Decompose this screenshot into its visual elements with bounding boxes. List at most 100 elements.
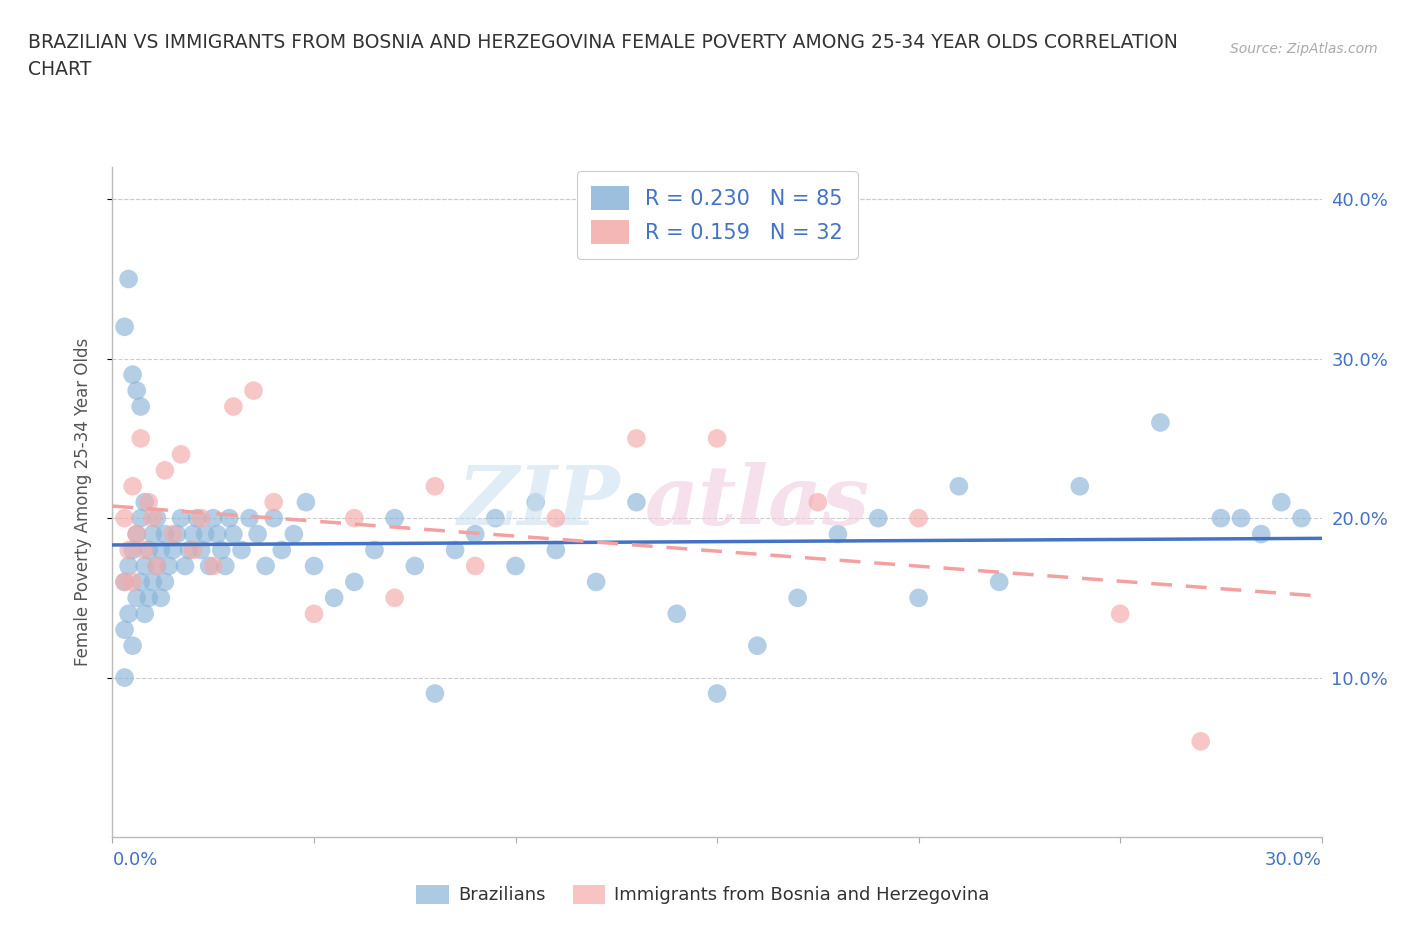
Point [363,542,385,557]
Point [121,542,143,557]
Point [827,526,849,541]
Point [209,542,232,557]
Point [121,575,143,590]
Point [134,559,156,574]
Point [142,575,165,590]
Point [1189,734,1212,749]
Text: CHART: CHART [28,60,91,79]
Point [129,575,152,590]
Point [114,671,136,685]
Point [138,495,160,510]
Point [121,638,143,653]
Point [706,431,728,445]
Point [242,383,264,398]
Point [121,367,143,382]
Y-axis label: Female Poverty Among 25-34 Year Olds: Female Poverty Among 25-34 Year Olds [73,339,91,666]
Legend: Brazilians, Immigrants from Bosnia and Herzegovina: Brazilians, Immigrants from Bosnia and H… [409,878,997,911]
Point [1250,526,1272,541]
Point [323,591,346,605]
Point [190,542,212,557]
Point [134,495,156,510]
Point [343,575,366,590]
Point [238,511,260,525]
Point [423,479,446,494]
Point [246,526,269,541]
Point [1069,479,1091,494]
Point [138,542,160,557]
Point [153,526,176,541]
Point [231,542,253,557]
Text: atlas: atlas [644,462,870,542]
Point [384,591,406,605]
Point [1109,606,1132,621]
Point [134,542,156,557]
Point [125,383,148,398]
Point [988,575,1011,590]
Point [1291,511,1313,525]
Point [343,511,366,525]
Point [114,622,136,637]
Text: 0.0%: 0.0% [112,851,157,869]
Point [170,447,193,462]
Point [505,559,527,574]
Point [114,575,136,590]
Legend: R = 0.230   N = 85, R = 0.159   N = 32: R = 0.230 N = 85, R = 0.159 N = 32 [576,171,858,259]
Point [125,591,148,605]
Point [626,431,648,445]
Point [162,526,184,541]
Point [142,526,165,541]
Point [423,686,446,701]
Point [129,511,152,525]
Point [1270,495,1292,510]
Point [121,479,143,494]
Point [444,542,467,557]
Point [484,511,506,525]
Point [114,319,136,334]
Point [181,526,204,541]
Point [464,559,486,574]
Point [1230,511,1253,525]
Point [283,526,305,541]
Point [524,495,547,510]
Point [114,575,136,590]
Text: Source: ZipAtlas.com: Source: ZipAtlas.com [1230,42,1378,56]
Point [157,559,180,574]
Point [263,511,285,525]
Point [181,542,204,557]
Point [194,526,217,541]
Point [174,559,197,574]
Point [585,575,607,590]
Point [907,591,929,605]
Point [302,606,325,621]
Point [198,559,221,574]
Point [464,526,486,541]
Point [129,431,152,445]
Point [170,511,193,525]
Point [162,542,184,557]
Point [117,272,139,286]
Point [202,559,225,574]
Point [214,559,236,574]
Point [302,559,325,574]
Point [786,591,808,605]
Point [222,399,245,414]
Point [177,542,200,557]
Point [202,511,225,525]
Point [868,511,890,525]
Point [1149,415,1171,430]
Point [153,575,176,590]
Point [125,526,148,541]
Point [149,542,172,557]
Text: 30.0%: 30.0% [1265,851,1322,869]
Point [706,686,728,701]
Point [186,511,208,525]
Point [146,511,169,525]
Point [142,511,165,525]
Point [146,559,169,574]
Point [222,526,245,541]
Point [254,559,277,574]
Point [907,511,929,525]
Point [146,559,169,574]
Text: ZIP: ZIP [458,462,620,542]
Point [544,511,567,525]
